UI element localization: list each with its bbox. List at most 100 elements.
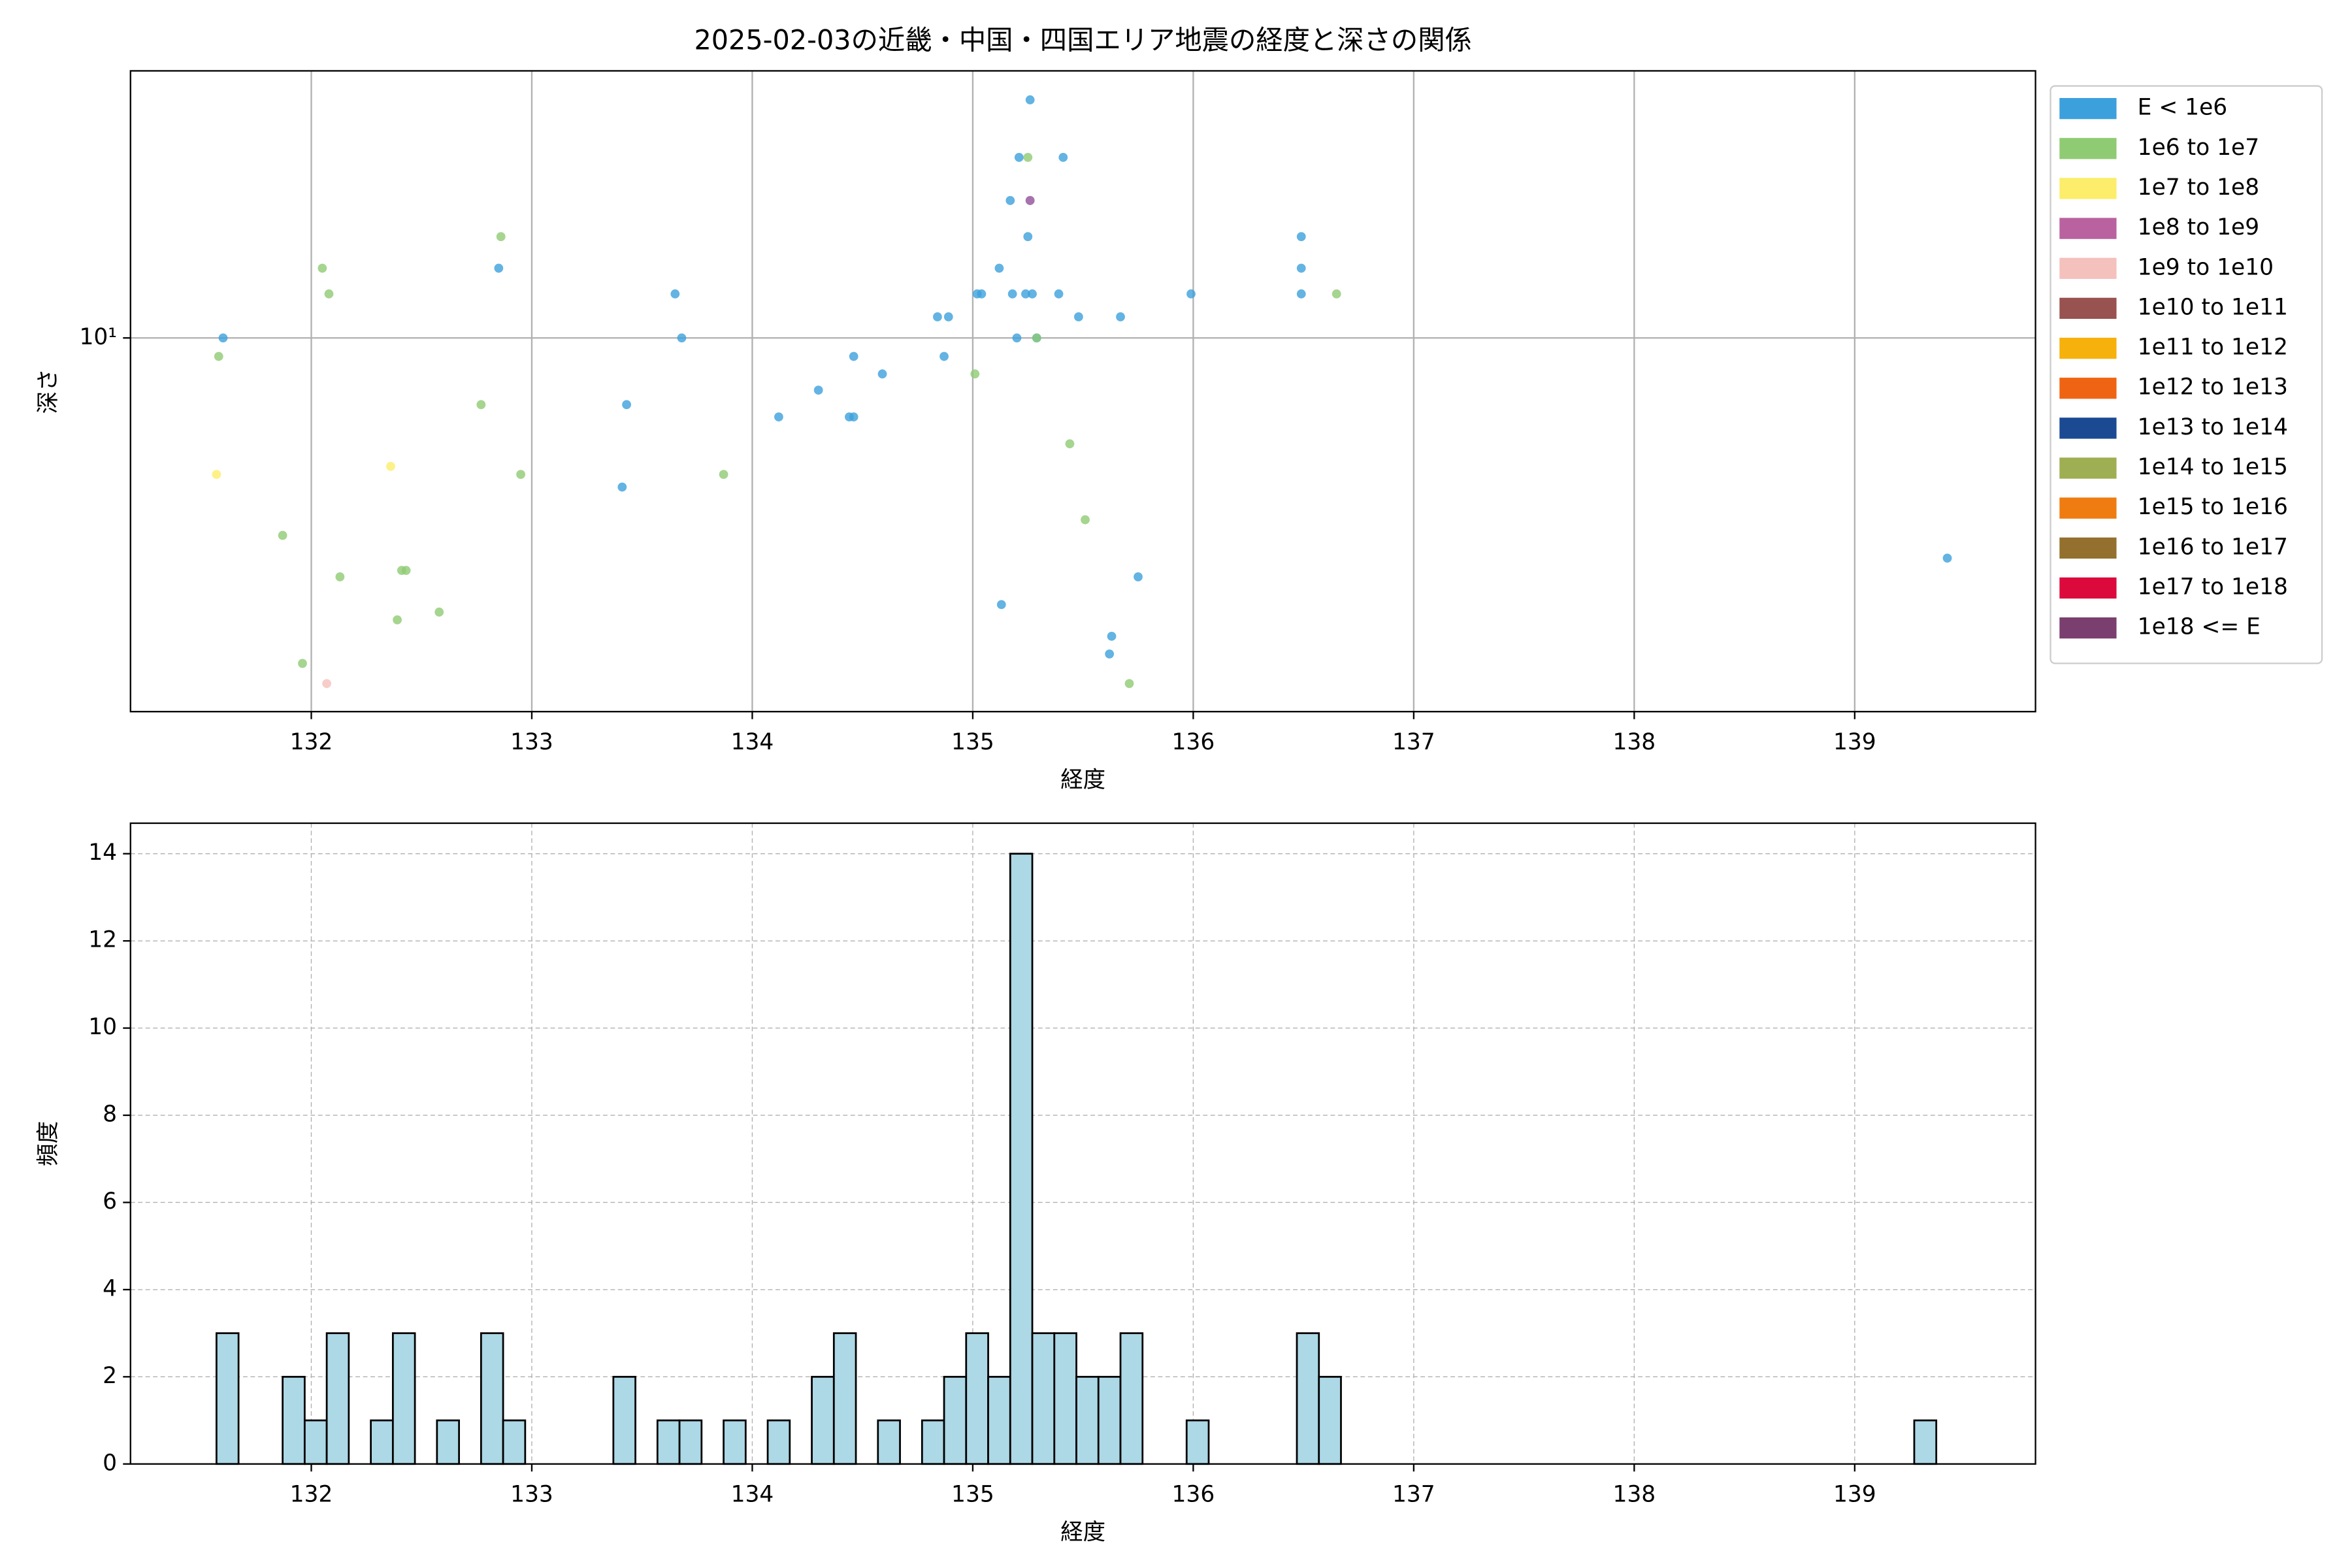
scatter-point bbox=[1134, 572, 1143, 581]
legend-label: 1e17 to 1e18 bbox=[2138, 574, 2288, 600]
scatter-point bbox=[324, 289, 334, 299]
scatter-point bbox=[1025, 95, 1035, 105]
x-tick-label: 133 bbox=[510, 1482, 553, 1508]
scatter-point bbox=[1296, 289, 1306, 299]
histogram-bar bbox=[1185, 1419, 1210, 1465]
scatter-point bbox=[1007, 289, 1017, 299]
scatter-point bbox=[719, 470, 728, 480]
scatter-point bbox=[1065, 439, 1075, 449]
y-tick-label: 4 bbox=[103, 1275, 117, 1301]
x-tick-label: 134 bbox=[731, 1482, 774, 1508]
y-tick-label: 2 bbox=[103, 1363, 117, 1389]
histogram-bar bbox=[1119, 1332, 1144, 1465]
histogram-bar bbox=[987, 1375, 1011, 1465]
scatter-point bbox=[677, 333, 687, 343]
legend-label: 1e7 to 1e8 bbox=[2138, 174, 2259, 201]
histogram-bar bbox=[723, 1419, 747, 1465]
histogram-bar bbox=[943, 1375, 968, 1465]
scatter-point bbox=[1124, 679, 1134, 689]
y-tick-label: 12 bbox=[88, 927, 117, 953]
x-tick-label: 135 bbox=[951, 729, 994, 755]
scatter-point bbox=[1021, 289, 1030, 299]
histogram-bar bbox=[502, 1419, 527, 1465]
scatter-point bbox=[994, 263, 1004, 273]
histogram-bar bbox=[612, 1375, 636, 1465]
scatter-point bbox=[318, 263, 327, 273]
histogram-bar bbox=[391, 1332, 416, 1465]
histogram-bar bbox=[1075, 1375, 1100, 1465]
x-tick-label: 135 bbox=[951, 1482, 994, 1508]
legend-swatch bbox=[2059, 297, 2117, 319]
scatter-point bbox=[617, 482, 627, 492]
legend-swatch bbox=[2059, 617, 2117, 639]
y-axis-label: 頻度 bbox=[35, 1121, 61, 1166]
legend-label: 1e15 to 1e16 bbox=[2138, 494, 2288, 520]
histogram-bar bbox=[325, 1332, 350, 1465]
y-tick-label: 10 bbox=[88, 1014, 117, 1040]
x-tick-label: 134 bbox=[731, 729, 774, 755]
x-tick-label: 138 bbox=[1612, 1482, 1656, 1508]
histogram-bar bbox=[1913, 1419, 1938, 1465]
histogram-bar bbox=[370, 1419, 394, 1465]
legend-swatch bbox=[2059, 577, 2117, 599]
x-tick-label: 137 bbox=[1392, 729, 1435, 755]
scatter-point bbox=[1028, 289, 1037, 299]
scatter-point bbox=[1012, 333, 1022, 343]
y-tick-label: 0 bbox=[103, 1450, 117, 1476]
legend-swatch bbox=[2059, 98, 2117, 120]
scatter-point bbox=[1014, 152, 1024, 162]
scatter-point bbox=[1081, 515, 1090, 525]
scatter-point bbox=[494, 263, 504, 273]
legend-label: 1e10 to 1e11 bbox=[2138, 294, 2288, 320]
scatter-point bbox=[401, 566, 411, 576]
scatter-point bbox=[1005, 195, 1015, 205]
scatter-point bbox=[977, 289, 987, 299]
scatter-point bbox=[496, 232, 506, 242]
legend-label: 1e14 to 1e15 bbox=[2138, 454, 2288, 480]
scatter-point bbox=[970, 369, 980, 379]
x-tick-label: 137 bbox=[1392, 1482, 1435, 1508]
histogram-bar bbox=[766, 1419, 791, 1465]
scatter-point bbox=[278, 531, 287, 540]
legend-label: 1e18 <= E bbox=[2138, 614, 2261, 640]
legend-label: E < 1e6 bbox=[2138, 95, 2227, 121]
scatter-point bbox=[939, 351, 949, 361]
histogram-bar bbox=[1318, 1375, 1342, 1465]
histogram-bar bbox=[965, 1332, 989, 1465]
scatter-point bbox=[1942, 553, 1952, 563]
histogram-bar bbox=[656, 1419, 681, 1465]
legend-swatch bbox=[2059, 178, 2117, 199]
scatter-point bbox=[386, 461, 395, 471]
legend-swatch bbox=[2059, 138, 2117, 159]
scatter-point bbox=[476, 400, 486, 410]
scatter-point bbox=[335, 572, 345, 581]
y-tick-label: 14 bbox=[88, 840, 117, 866]
legend-frame bbox=[2050, 85, 2323, 664]
histogram-bar bbox=[921, 1419, 945, 1465]
scatter-point bbox=[996, 600, 1006, 610]
scatter-point bbox=[1331, 289, 1341, 299]
scatter-point bbox=[1025, 195, 1035, 205]
x-tick-label: 139 bbox=[1833, 1482, 1876, 1508]
histogram-bar bbox=[832, 1332, 857, 1465]
y-tick-label: 8 bbox=[103, 1101, 117, 1127]
scatter-point bbox=[214, 351, 223, 361]
scatter-point bbox=[322, 679, 331, 689]
histogram-bar bbox=[282, 1375, 306, 1465]
x-tick-label: 133 bbox=[510, 729, 553, 755]
y-tick-label: 10¹ bbox=[79, 324, 117, 350]
x-axis-label: 経度 bbox=[1060, 767, 1105, 793]
histogram-bar bbox=[215, 1332, 240, 1465]
y-axis-label: 深さ bbox=[35, 368, 61, 414]
scatter-point bbox=[516, 470, 525, 480]
histogram-bar bbox=[1031, 1332, 1056, 1465]
x-tick-label: 136 bbox=[1172, 729, 1215, 755]
legend-label: 1e11 to 1e12 bbox=[2138, 335, 2288, 361]
scatter-point bbox=[1058, 152, 1068, 162]
legend-swatch bbox=[2059, 537, 2117, 559]
legend-swatch bbox=[2059, 337, 2117, 359]
chart-title: 2025-02-03の近畿・中国・四国エリア地震の経度と深さの関係 bbox=[694, 25, 1471, 56]
legend-label: 1e9 to 1e10 bbox=[2138, 254, 2274, 280]
